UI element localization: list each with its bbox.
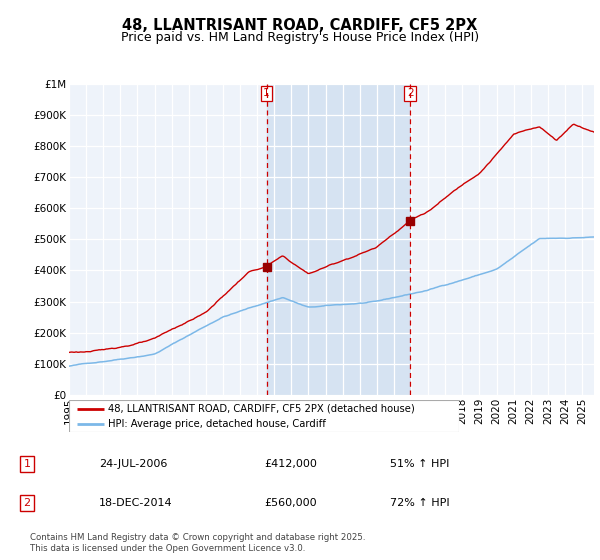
Text: 72% ↑ HPI: 72% ↑ HPI	[390, 498, 449, 508]
Bar	[266, 84, 410, 395]
Text: 2: 2	[407, 88, 413, 99]
Text: 2: 2	[23, 498, 31, 508]
Text: HPI: Average price, detached house, Cardiff: HPI: Average price, detached house, Card…	[108, 419, 326, 429]
Text: 48, LLANTRISANT ROAD, CARDIFF, CF5 2PX (detached house): 48, LLANTRISANT ROAD, CARDIFF, CF5 2PX (…	[108, 404, 415, 414]
Text: 1: 1	[263, 88, 270, 99]
Text: 48, LLANTRISANT ROAD, CARDIFF, CF5 2PX: 48, LLANTRISANT ROAD, CARDIFF, CF5 2PX	[122, 18, 478, 33]
Text: £412,000: £412,000	[264, 459, 317, 469]
Text: 51% ↑ HPI: 51% ↑ HPI	[390, 459, 449, 469]
Text: 24-JUL-2006: 24-JUL-2006	[99, 459, 167, 469]
Text: Price paid vs. HM Land Registry's House Price Index (HPI): Price paid vs. HM Land Registry's House …	[121, 31, 479, 44]
Text: £560,000: £560,000	[264, 498, 317, 508]
Text: 18-DEC-2014: 18-DEC-2014	[99, 498, 173, 508]
Text: 1: 1	[23, 459, 31, 469]
Text: Contains HM Land Registry data © Crown copyright and database right 2025.
This d: Contains HM Land Registry data © Crown c…	[30, 533, 365, 553]
